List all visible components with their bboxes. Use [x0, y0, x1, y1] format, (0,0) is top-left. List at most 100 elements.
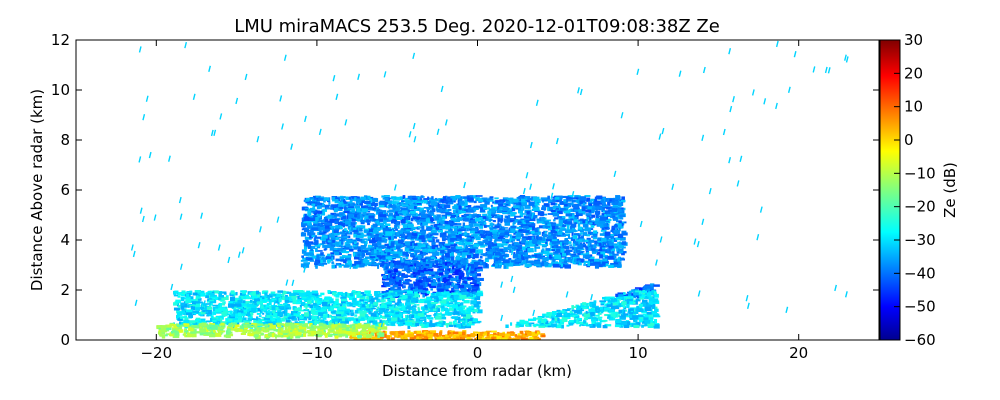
echo-pixel [506, 234, 512, 237]
echo-pixel [317, 215, 321, 218]
echo-pixel [311, 255, 319, 259]
echo-pixel [594, 307, 598, 312]
echo-pixel [350, 264, 355, 268]
echo-pixel [426, 226, 433, 231]
echo-pixel [220, 307, 226, 311]
echo-pixel [474, 261, 480, 266]
echo-pixel [436, 219, 441, 224]
echo-pixel [558, 310, 566, 315]
echo-pixel [645, 288, 651, 292]
echo-pixel [520, 224, 528, 228]
echo-pixel [554, 197, 560, 200]
echo-pixel [328, 233, 336, 238]
echo-pixel [496, 206, 500, 210]
echo-pixel [362, 259, 370, 264]
echo-pixel [612, 200, 619, 206]
echo-pixel [177, 295, 181, 298]
echo-pixel [314, 240, 319, 244]
echo-pixel [335, 303, 343, 306]
echo-pixel [403, 207, 410, 212]
echo-pixel [355, 264, 362, 268]
echo-pixel [303, 262, 310, 265]
echo-pixel [596, 251, 601, 255]
echo-pixel [442, 204, 445, 208]
echo-pixel [384, 219, 391, 222]
echo-pixel [404, 198, 408, 202]
echo-pixel [528, 201, 535, 206]
echo-pixel [476, 215, 481, 220]
echo-pixel [560, 225, 567, 227]
echo-pixel [568, 321, 575, 325]
echo-pixel [284, 305, 291, 308]
echo-pixel [538, 324, 546, 328]
echo-pixel [363, 234, 367, 237]
echo-pixel [465, 205, 472, 208]
echo-pixel [420, 244, 426, 248]
echo-pixel [270, 291, 276, 295]
echo-pixel [543, 250, 550, 254]
echo-pixel [410, 236, 417, 239]
echo-pixel [428, 197, 434, 200]
echo-pixel [402, 228, 405, 232]
echo-pixel [587, 242, 590, 246]
echo-pixel [439, 203, 443, 207]
echo-pixel [402, 285, 406, 289]
echo-pixel [402, 318, 409, 320]
echo-pixel [516, 237, 521, 242]
echo-pixel [393, 196, 400, 201]
echo-pixel [360, 245, 367, 250]
echo-pixel [486, 231, 491, 235]
echo-pixel [308, 221, 312, 226]
echo-pixel [458, 205, 462, 210]
echo-pixel [601, 255, 609, 258]
echo-pixel [357, 246, 361, 249]
echo-pixel [429, 227, 436, 230]
echo-pixel [506, 264, 509, 269]
echo-pixel [450, 214, 457, 217]
echo-pixel [439, 257, 444, 261]
echo-pixel [482, 253, 487, 257]
echo-pixel [384, 270, 389, 274]
echo-pixel [461, 248, 465, 253]
echo-pixel [556, 210, 563, 212]
echo-pixel [610, 299, 615, 303]
echo-pixel [173, 294, 179, 297]
echo-pixel [319, 227, 325, 231]
echo-pixel [649, 287, 654, 291]
echo-pixel [455, 255, 461, 260]
echo-pixel [503, 247, 508, 252]
echo-pixel [568, 253, 572, 256]
echo-pixel [422, 322, 430, 325]
echo-pixel [441, 289, 448, 292]
echo-pixel [375, 313, 379, 318]
echo-pixel [373, 263, 381, 266]
echo-pixel [525, 244, 530, 249]
echo-pixel [560, 263, 564, 267]
echo-pixel [517, 202, 522, 206]
echo-pixel [488, 212, 496, 216]
echo-pixel [333, 247, 340, 251]
echo-pixel [486, 199, 494, 202]
echo-pixel [587, 206, 593, 210]
echo-pixel [598, 242, 602, 247]
echo-pixel [542, 258, 549, 262]
echo-pixel [611, 225, 616, 228]
echo-pixel [593, 234, 597, 238]
echo-pixel [424, 213, 431, 218]
echo-pixel [535, 323, 539, 326]
echo-pixel [386, 292, 391, 297]
echo-pixel [249, 299, 253, 303]
echo-pixel [552, 236, 557, 241]
echo-pixel [402, 257, 406, 261]
echo-pixel [504, 253, 508, 258]
echo-pixel [401, 262, 408, 266]
echo-pixel [615, 223, 622, 228]
echo-pixel [526, 322, 532, 327]
echo-pixel [529, 238, 532, 243]
echo-pixel [487, 244, 492, 249]
echo-pixel [594, 220, 599, 225]
echo-pixel [520, 206, 524, 211]
echo-pixel [498, 203, 504, 207]
echo-pixel [622, 292, 626, 295]
echo-pixel [315, 264, 318, 269]
